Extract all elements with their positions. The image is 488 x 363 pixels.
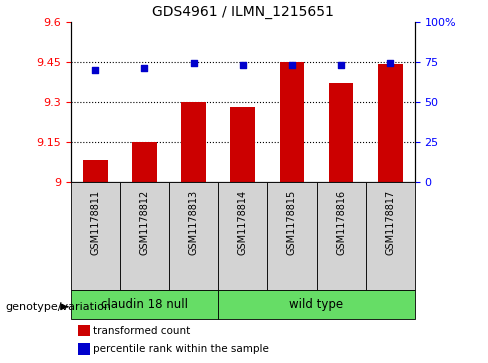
Bar bbox=[83, 160, 108, 182]
Text: genotype/variation: genotype/variation bbox=[5, 302, 111, 312]
Point bbox=[141, 65, 148, 71]
Bar bbox=[132, 142, 157, 182]
Bar bbox=[120, 182, 169, 290]
Text: GSM1178815: GSM1178815 bbox=[287, 190, 297, 256]
Point bbox=[386, 60, 394, 66]
Text: GSM1178814: GSM1178814 bbox=[238, 190, 248, 255]
Bar bbox=[218, 182, 267, 290]
Bar bbox=[71, 290, 218, 319]
Bar bbox=[317, 182, 366, 290]
Bar bbox=[329, 83, 353, 182]
Text: transformed count: transformed count bbox=[93, 326, 190, 336]
Bar bbox=[182, 102, 206, 182]
Text: GSM1178812: GSM1178812 bbox=[140, 190, 149, 256]
Bar bbox=[71, 182, 120, 290]
Bar bbox=[366, 182, 415, 290]
Point bbox=[190, 60, 198, 66]
Point bbox=[337, 62, 345, 68]
Text: GSM1178817: GSM1178817 bbox=[385, 190, 395, 256]
Bar bbox=[218, 290, 415, 319]
Bar bbox=[78, 343, 90, 355]
Title: GDS4961 / ILMN_1215651: GDS4961 / ILMN_1215651 bbox=[152, 5, 334, 19]
Text: claudin 18 null: claudin 18 null bbox=[101, 298, 188, 311]
Text: GSM1178816: GSM1178816 bbox=[336, 190, 346, 255]
Text: GSM1178813: GSM1178813 bbox=[189, 190, 199, 255]
Bar bbox=[169, 182, 218, 290]
Bar bbox=[378, 64, 403, 182]
Bar bbox=[230, 107, 255, 182]
Point bbox=[91, 67, 99, 73]
Text: wild type: wild type bbox=[289, 298, 344, 311]
Point bbox=[239, 62, 247, 68]
Point bbox=[288, 62, 296, 68]
Bar bbox=[78, 325, 90, 336]
Text: GSM1178811: GSM1178811 bbox=[90, 190, 101, 255]
Bar bbox=[280, 62, 304, 182]
Bar bbox=[267, 182, 317, 290]
Text: percentile rank within the sample: percentile rank within the sample bbox=[93, 344, 269, 354]
